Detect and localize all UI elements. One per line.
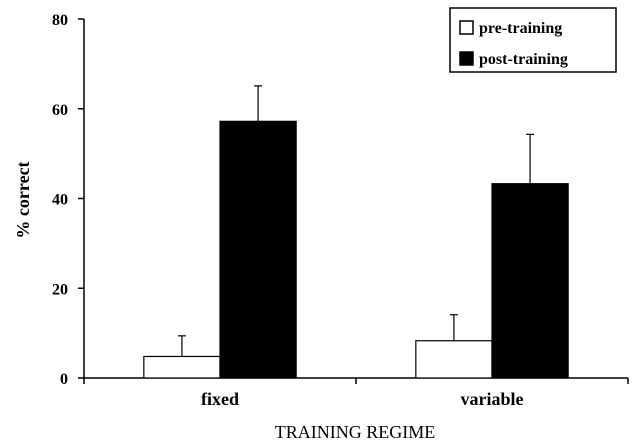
- x-axis: fixed variable: [83, 377, 629, 409]
- legend: pre-training post-training: [449, 7, 617, 73]
- bars: [143, 120, 569, 379]
- x-axis-label: TRAINING REGIME: [275, 422, 435, 442]
- x-tick-label: fixed: [201, 389, 239, 409]
- bar-post-training-fixed: [219, 120, 297, 379]
- y-tick-label: 80: [52, 12, 68, 29]
- legend-swatch-pre-training: [459, 20, 474, 35]
- bar-pre-training-fixed: [143, 355, 221, 379]
- error-bars: [177, 85, 535, 357]
- legend-label-post-training: post-training: [479, 51, 568, 68]
- bar-pre-training-variable: [415, 340, 493, 379]
- legend-box: [449, 7, 617, 73]
- legend-swatch-post-training: [459, 51, 474, 66]
- x-tick-label: variable: [461, 389, 524, 409]
- y-tick-label: 20: [52, 281, 68, 298]
- y-axis: 0 20 40 60 80: [52, 12, 85, 388]
- y-tick-label: 60: [52, 102, 68, 119]
- y-tick-label: 0: [60, 371, 68, 388]
- y-tick-label: 40: [52, 192, 68, 209]
- y-axis-label: % correct: [13, 161, 33, 238]
- bar-post-training-variable: [491, 183, 569, 379]
- legend-label-pre-training: pre-training: [479, 20, 562, 37]
